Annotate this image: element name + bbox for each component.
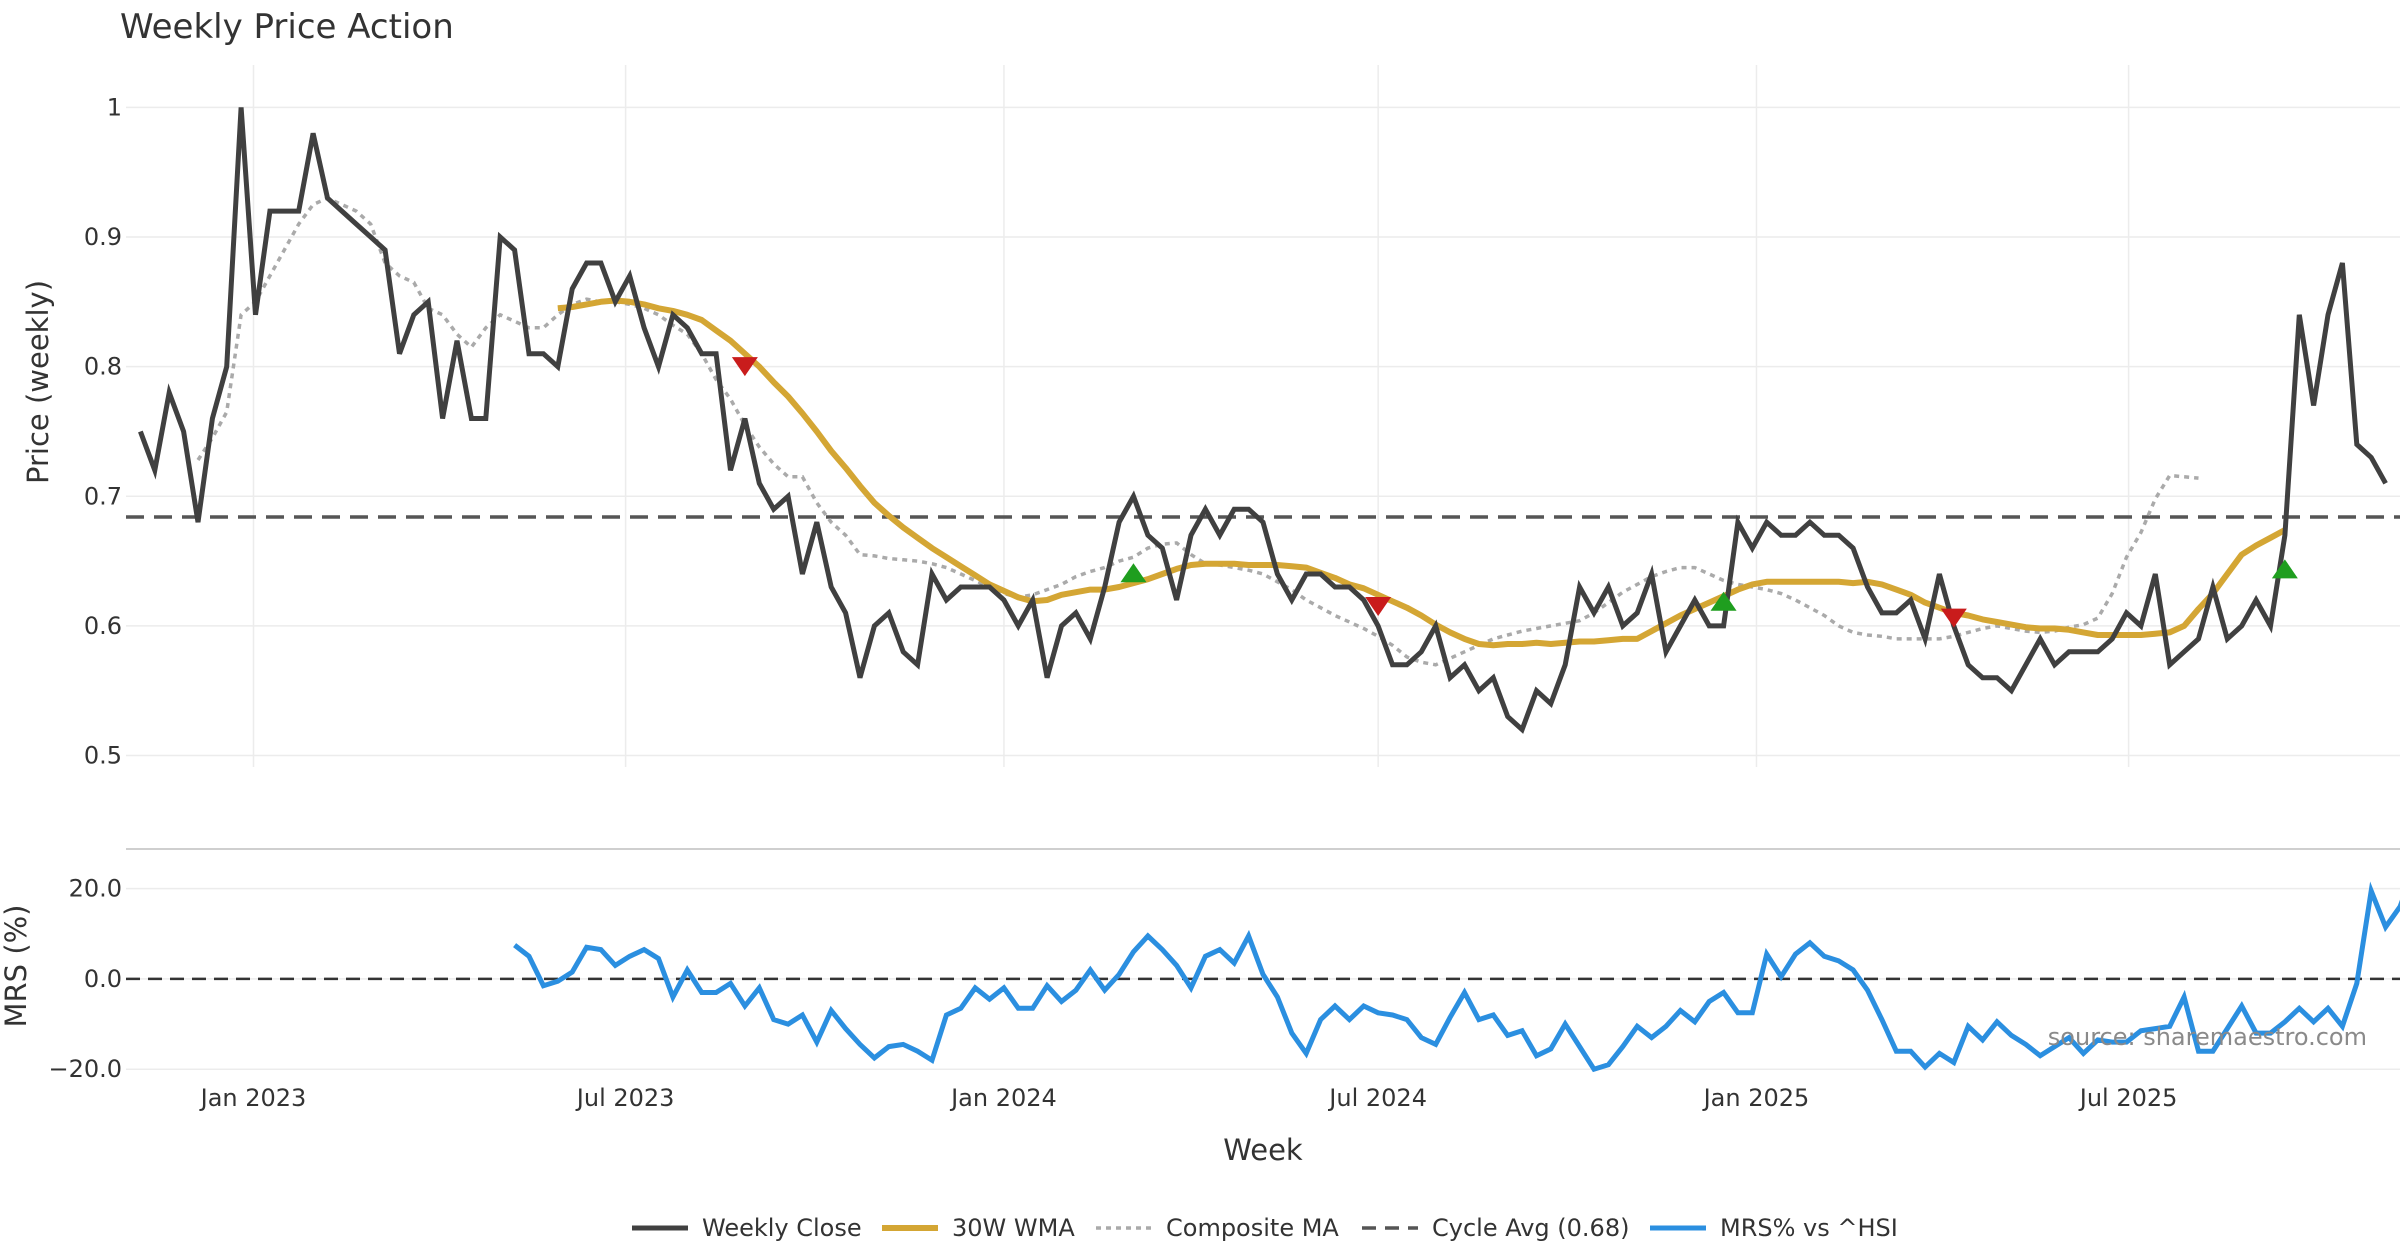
mrs-y-tick-labels: 20.0 0.0 −20.0 xyxy=(48,875,122,1084)
legend-label: MRS% vs ^HSI xyxy=(1720,1214,1898,1242)
signal-up-marker xyxy=(2271,559,2298,579)
x-tick: Jul 2024 xyxy=(1327,1084,1427,1112)
price-y-tick: 0.9 xyxy=(84,223,122,251)
price-y-tick: 0.5 xyxy=(84,742,122,770)
x-tick: Jan 2023 xyxy=(199,1084,307,1112)
series-30w-wma xyxy=(557,297,2287,649)
price-y-tick-labels: 0.5 0.6 0.7 0.8 0.9 1 xyxy=(84,93,122,769)
price-y-axis-label: Price (weekly) xyxy=(21,280,55,484)
price-y-tick: 1 xyxy=(107,93,122,121)
signal-up-marker xyxy=(1710,591,1737,611)
signal-up-marker xyxy=(1120,563,1147,583)
signal-down-marker xyxy=(731,357,758,377)
series-weekly-close xyxy=(138,107,2388,734)
price-panel: 0.5 0.6 0.7 0.8 0.9 1 Price (weekly) xyxy=(21,65,2400,770)
legend-label: Cycle Avg (0.68) xyxy=(1432,1214,1629,1242)
source-note: source: sharemaestro.com xyxy=(2048,1023,2367,1051)
x-tick: Jan 2024 xyxy=(949,1084,1057,1112)
mrs-y-tick: 20.0 xyxy=(69,875,122,903)
mrs-panel: 20.0 0.0 −20.0 MRS (%) source: sharemaestr… xyxy=(0,875,2400,1084)
price-y-tick: 0.6 xyxy=(84,612,122,640)
series-mrs xyxy=(513,881,2400,1073)
x-tick: Jan 2025 xyxy=(1702,1084,1810,1112)
signal-down-marker xyxy=(1940,608,1967,628)
legend-label: Composite MA xyxy=(1166,1214,1339,1242)
x-tick: Jul 2023 xyxy=(575,1084,675,1112)
legend: Weekly Close 30W WMA Composite MA Cycle Avg… xyxy=(632,1214,1898,1242)
price-y-tick: 0.7 xyxy=(84,482,122,510)
x-tick-labels: Jan 2023 Jul 2023 Jan 2024 Jul 2024 Jan 2025… xyxy=(199,1084,2178,1112)
mrs-y-axis-label: MRS (%) xyxy=(0,905,33,1028)
price-gridlines xyxy=(126,65,2400,767)
legend-label: Weekly Close xyxy=(702,1214,862,1242)
legend-label: 30W WMA xyxy=(952,1214,1075,1242)
signal-down-marker xyxy=(1365,596,1392,616)
x-axis-label: Week xyxy=(1223,1133,1303,1167)
signal-markers xyxy=(731,357,2298,628)
price-y-tick: 0.8 xyxy=(84,353,122,381)
chart-title: Weekly Price Action xyxy=(120,7,454,47)
x-tick: Jul 2025 xyxy=(2078,1084,2178,1112)
mrs-y-tick: −20.0 xyxy=(48,1055,122,1083)
mrs-y-tick: 0.0 xyxy=(84,965,122,993)
